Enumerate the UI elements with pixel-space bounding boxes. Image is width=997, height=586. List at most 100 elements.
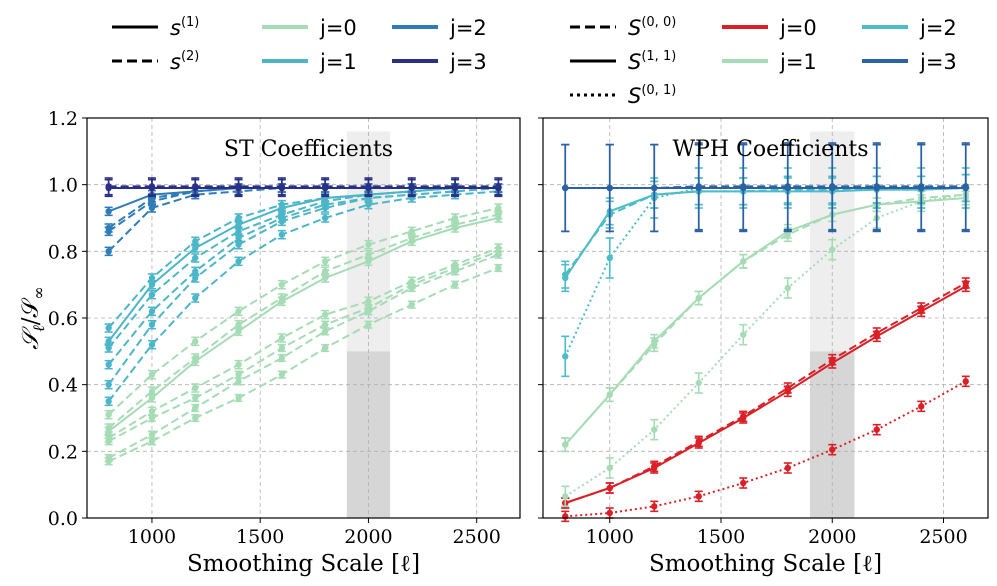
data-point [192, 268, 199, 275]
data-point [408, 234, 415, 242]
series-line [564, 187, 966, 279]
legend-item-scale-2: j=2 [862, 16, 957, 40]
data-point [918, 403, 925, 410]
y-tick-label: 0.8 [48, 241, 78, 263]
data-point [365, 304, 372, 312]
y-tick-label: 1.2 [48, 108, 78, 130]
x-tick-label: 1000 [586, 526, 634, 548]
data-point [235, 234, 242, 242]
legend-label: j=1 [319, 50, 357, 74]
data-point [962, 283, 969, 290]
data-point [365, 201, 372, 208]
legend-label: j=0 [779, 16, 817, 40]
data-point [192, 414, 199, 422]
data-point [365, 183, 372, 190]
data-point [606, 254, 613, 262]
data-point [148, 371, 156, 378]
data-point [962, 378, 969, 385]
data-point [321, 268, 329, 275]
series-j1-s2-b [104, 183, 503, 390]
data-point [495, 183, 502, 190]
data-point [740, 331, 747, 338]
wph-panel: 1000 1500 2000 2500 WPH Coefficients Smoothin… [538, 117, 989, 577]
series-j0-s2-f [104, 247, 503, 446]
data-point [451, 221, 459, 228]
data-point [192, 354, 199, 362]
data-point [695, 184, 702, 192]
legend-item-scale-3: j=3 [392, 50, 487, 74]
data-point [495, 211, 502, 218]
data-point [784, 388, 791, 395]
data-point [192, 394, 199, 402]
series-line [564, 187, 966, 276]
y-tick-label: 0.0 [48, 508, 78, 530]
data-point [321, 328, 329, 335]
series-line [564, 187, 966, 357]
data-point [562, 184, 569, 192]
legend-item-style-1: S(1, 1) [570, 49, 676, 74]
data-point [562, 353, 569, 360]
x-tick-label: 1000 [128, 526, 176, 548]
legend-item-scale-1: j=1 [722, 50, 817, 74]
data-point [784, 464, 791, 472]
data-point [451, 214, 459, 222]
data-point [105, 398, 112, 405]
data-point [105, 424, 112, 432]
data-point [278, 201, 286, 208]
series-j0-s2-d [104, 209, 503, 433]
data-point [192, 183, 199, 190]
data-point [451, 281, 459, 288]
x-tick-label: 2500 [453, 526, 501, 548]
legend-label: s(2) [170, 49, 199, 74]
data-point [192, 274, 199, 282]
data-point [918, 308, 925, 315]
data-point [651, 503, 658, 510]
data-point [408, 301, 415, 308]
series-j1-S01 [561, 183, 970, 508]
legend-item-style-0: S(0, 0) [570, 15, 676, 40]
data-point [740, 184, 747, 192]
data-point [321, 183, 329, 190]
series-line [564, 193, 966, 446]
data-point [695, 379, 702, 387]
series-j2-s2-b [104, 183, 503, 237]
series-j0-S00 [561, 277, 970, 509]
data-point [321, 274, 329, 282]
data-point [148, 388, 156, 395]
data-point [278, 371, 286, 378]
data-point [278, 334, 286, 342]
legend-label: S(0, 1) [628, 83, 676, 108]
series-line [108, 250, 499, 443]
data-point [148, 394, 156, 402]
data-point [192, 338, 199, 345]
data-point [365, 321, 372, 328]
x-tick-label: 2000 [808, 526, 856, 548]
data-point [235, 221, 242, 228]
data-point [321, 344, 329, 352]
y-tick-label: 1.0 [48, 175, 78, 197]
data-point [321, 214, 329, 222]
data-point [235, 371, 242, 378]
series-line [107, 187, 499, 386]
data-point [148, 341, 156, 348]
series-line [108, 213, 499, 429]
data-point [278, 231, 286, 238]
data-point [235, 328, 242, 335]
data-point [235, 321, 242, 328]
legend-item-scale-0: j=0 [722, 16, 817, 40]
data-point [321, 311, 329, 318]
legend-label: j=0 [319, 16, 357, 40]
legend-label: j=3 [919, 50, 957, 74]
legend-right: S(0, 0) S(1, 1) S(0, 1) j=0 j=1 j=2 j=3 [570, 15, 957, 108]
series-line [564, 282, 967, 504]
legend-item-scale-2: j=2 [392, 16, 487, 40]
y-axis-title: 𝒮ℓ/𝒮∞ [18, 286, 48, 349]
data-point [606, 484, 613, 492]
series-line [564, 285, 967, 504]
legend-left: s(1) s(2) j=0 j=1 j=2 j=3 [112, 15, 487, 74]
data-point [740, 258, 747, 265]
data-point [148, 308, 156, 315]
series-line [107, 190, 499, 402]
series-line [108, 217, 499, 433]
data-point [105, 208, 112, 215]
